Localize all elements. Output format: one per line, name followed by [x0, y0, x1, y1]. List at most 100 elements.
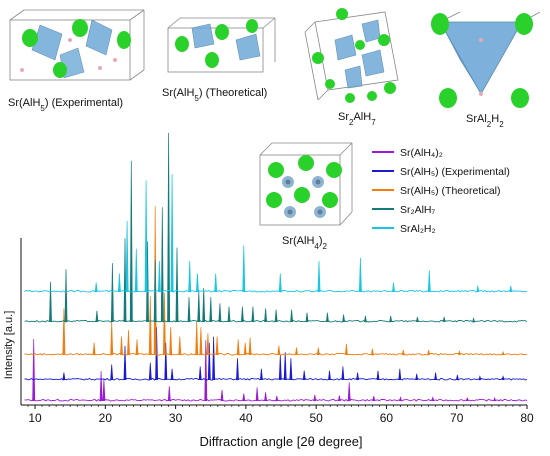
peak-2-13 [206, 333, 210, 356]
peak-2-8 [162, 292, 166, 356]
peak-4-9 [214, 273, 218, 293]
peak-1-11 [259, 368, 263, 381]
peak-0-9 [275, 395, 279, 402]
legend-label-3: Sr₂AlH₇ [400, 204, 435, 216]
series-0 [24, 338, 528, 402]
series-4 [24, 174, 528, 293]
peak-3-14 [209, 297, 213, 323]
x-tick-label-70: 70 [450, 411, 464, 425]
structure-sr-alh5-theoretical [167, 17, 276, 73]
peak-2-23 [401, 349, 405, 356]
peak-3-27 [415, 316, 419, 323]
x-tick-label-50: 50 [309, 411, 323, 425]
peak-2-12 [199, 327, 203, 356]
legend-label-0: Sr(AlH₄)₂ [400, 147, 443, 159]
peak-3-23 [325, 312, 329, 323]
peak-0-3 [167, 386, 171, 402]
structure-sr2alh7 [304, 8, 399, 103]
peak-3-29 [472, 317, 476, 323]
structure-label-3: Sr2AlH7 [338, 111, 376, 127]
axes: 10 20 30 40 50 60 70 80 [20, 238, 534, 425]
peak-3-3 [110, 263, 114, 323]
peak-0-5 [220, 389, 224, 402]
peak-3-20 [274, 309, 278, 323]
peak-0-12 [347, 382, 351, 402]
peak-1-25 [501, 375, 505, 381]
peak-1-24 [478, 375, 482, 381]
peak-1-16 [328, 370, 331, 381]
peak-2-15 [236, 339, 240, 356]
peak-2-1 [92, 342, 96, 356]
peak-4-8 [195, 273, 199, 293]
peak-4-15 [427, 270, 431, 293]
x-axis-label: Diffraction angle [2θ degree] [199, 434, 362, 449]
peak-2-9 [169, 327, 173, 356]
peak-0-2 [102, 379, 106, 402]
plot-area: 10 20 30 40 50 60 70 80 Sr(AlH₄)₂ Sr(AlH₅) (Expe… [20, 132, 534, 425]
peak-4-2 [125, 220, 129, 293]
peak-3-18 [251, 306, 255, 323]
peak-3-19 [264, 308, 268, 323]
peak-4-17 [509, 285, 513, 293]
peak-1-21 [415, 373, 419, 381]
peak-2-19 [295, 347, 298, 356]
peak-3-10 [175, 247, 179, 323]
peak-4-12 [317, 260, 321, 293]
peak-1-20 [398, 368, 402, 381]
peak-1-23 [455, 374, 459, 381]
peak-3-17 [240, 306, 244, 323]
peak-2-25 [458, 350, 461, 356]
peak-3-12 [197, 290, 201, 323]
peak-0-10 [313, 394, 317, 402]
peak-3-28 [442, 316, 446, 323]
peak-1-12 [278, 355, 282, 381]
peak-4-16 [476, 285, 480, 293]
series-baseline [24, 352, 528, 356]
peak-3-15 [218, 303, 222, 323]
peak-1-3 [148, 362, 152, 381]
peak-1-13 [283, 352, 287, 381]
peak-1-19 [376, 370, 380, 381]
peak-3-4 [123, 238, 127, 323]
peak-2-6 [148, 296, 152, 356]
peak-3-6 [146, 241, 149, 323]
peak-2-16 [243, 342, 247, 356]
peak-1-6 [170, 368, 174, 381]
peak-3-25 [363, 315, 367, 323]
peak-4-10 [242, 245, 246, 293]
peak-1-2 [123, 345, 127, 381]
peak-2-14 [215, 336, 219, 356]
peak-0-11 [337, 395, 341, 402]
peak-2-26 [501, 350, 505, 356]
peak-0-8 [264, 392, 268, 402]
y-axis-label: Intensity [a.u.] [3, 311, 15, 379]
x-tick-label-40: 40 [239, 411, 253, 425]
structure-label-1: Sr(AlH5) (Experimental) [8, 97, 123, 113]
legend-label-2: Sr(AlH₅) (Theoretical) [400, 185, 501, 197]
peak-2-20 [316, 347, 320, 356]
peak-2-0 [62, 308, 66, 356]
peak-1-18 [356, 372, 360, 381]
peak-1-5 [164, 342, 168, 381]
peak-2-3 [120, 336, 123, 356]
peak-2-22 [370, 348, 374, 356]
series-baseline [24, 289, 528, 293]
peak-2-5 [135, 339, 139, 356]
peak-3-13 [202, 287, 206, 323]
peak-3-26 [389, 315, 393, 323]
peak-1-0 [62, 372, 66, 381]
peak-0-7 [255, 387, 259, 402]
peak-3-16 [227, 306, 231, 323]
peak-2-17 [248, 337, 252, 356]
legend: Sr(AlH₄)₂ Sr(AlH₅) (Experimental) Sr(AlH₅)… [372, 147, 510, 235]
series-2 [24, 206, 528, 356]
peak-1-10 [236, 358, 239, 381]
peak-4-11 [278, 273, 282, 293]
structure-sral2h2 [431, 11, 541, 108]
peak-1-1 [110, 364, 114, 381]
peak-0-4 [204, 340, 208, 402]
peak-2-4 [127, 330, 130, 356]
structure-sr-alh4-2 [259, 142, 353, 226]
structure-sr-alh5-experimental [9, 9, 145, 81]
peak-2-21 [344, 343, 348, 356]
